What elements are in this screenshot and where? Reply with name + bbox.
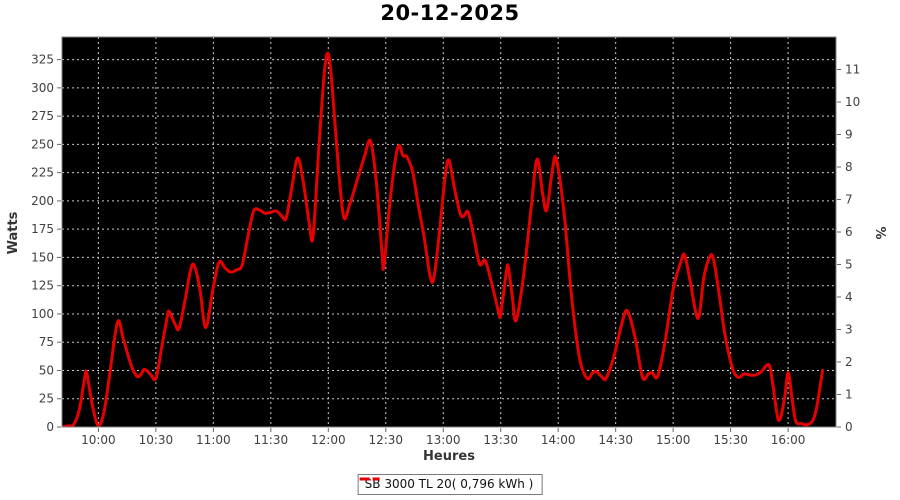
plot-border (61, 36, 837, 428)
bottom-tick-label: 10:00 (81, 433, 116, 447)
left-tick-label: 300 (31, 81, 54, 95)
left-tick-label: 225 (31, 166, 54, 180)
bottom-tick-label: 14:30 (598, 433, 633, 447)
right-tick-label: 6 (845, 225, 853, 239)
left-tick-label: 200 (31, 194, 54, 208)
right-tick-label: 0 (845, 420, 853, 434)
right-tick-label: 9 (845, 128, 853, 142)
legend-line-swatch-icon (359, 477, 384, 481)
chart-title: 20-12-2025 (380, 1, 520, 25)
bottom-tick-label: 15:30 (713, 433, 748, 447)
x-axis-label-heures: Heures (423, 449, 475, 464)
bottom-tick-label: 15:00 (656, 433, 691, 447)
left-tick-label: 50 (39, 363, 54, 377)
left-tick-label: 325 (31, 53, 54, 67)
left-tick-label: 275 (31, 109, 54, 123)
left-tick-label: 125 (31, 279, 54, 293)
bottom-tick-label: 13:00 (426, 433, 461, 447)
y-axis-label-percent: % (872, 226, 887, 240)
bottom-tick-label: 12:30 (368, 433, 403, 447)
left-tick-label: 0 (46, 420, 54, 434)
bottom-tick-label: 16:00 (771, 433, 806, 447)
left-tick-label: 250 (31, 137, 54, 151)
legend-box: SB 3000 TL 20( 0,796 kWh ) (357, 474, 543, 495)
bottom-tick-label: 10:30 (139, 433, 174, 447)
left-tick-label: 25 (39, 392, 54, 406)
bottom-tick-label: 11:00 (196, 433, 231, 447)
bottom-tick-label: 12:00 (311, 433, 346, 447)
power-series-line (62, 51, 825, 427)
right-tick-label: 10 (845, 95, 860, 109)
legend-series-label: SB 3000 TL 20( 0,796 kWh ) (364, 477, 534, 491)
left-tick-label: 175 (31, 222, 54, 236)
y-axis-label-watts: Watts (6, 211, 21, 255)
left-tick-label: 75 (39, 335, 54, 349)
right-tick-label: 5 (845, 258, 853, 272)
bottom-tick-label: 13:30 (483, 433, 518, 447)
left-tick-label: 100 (31, 307, 54, 321)
right-tick-label: 11 (845, 63, 860, 77)
right-tick-label: 7 (845, 193, 853, 207)
plot-background (62, 37, 836, 427)
bottom-tick-label: 11:30 (254, 433, 289, 447)
right-tick-label: 2 (845, 355, 853, 369)
bottom-tick-label: 14:00 (541, 433, 576, 447)
right-tick-label: 3 (845, 323, 853, 337)
right-tick-label: 8 (845, 160, 853, 174)
left-tick-label: 150 (31, 250, 54, 264)
right-tick-label: 4 (845, 290, 853, 304)
right-tick-label: 1 (845, 388, 853, 402)
